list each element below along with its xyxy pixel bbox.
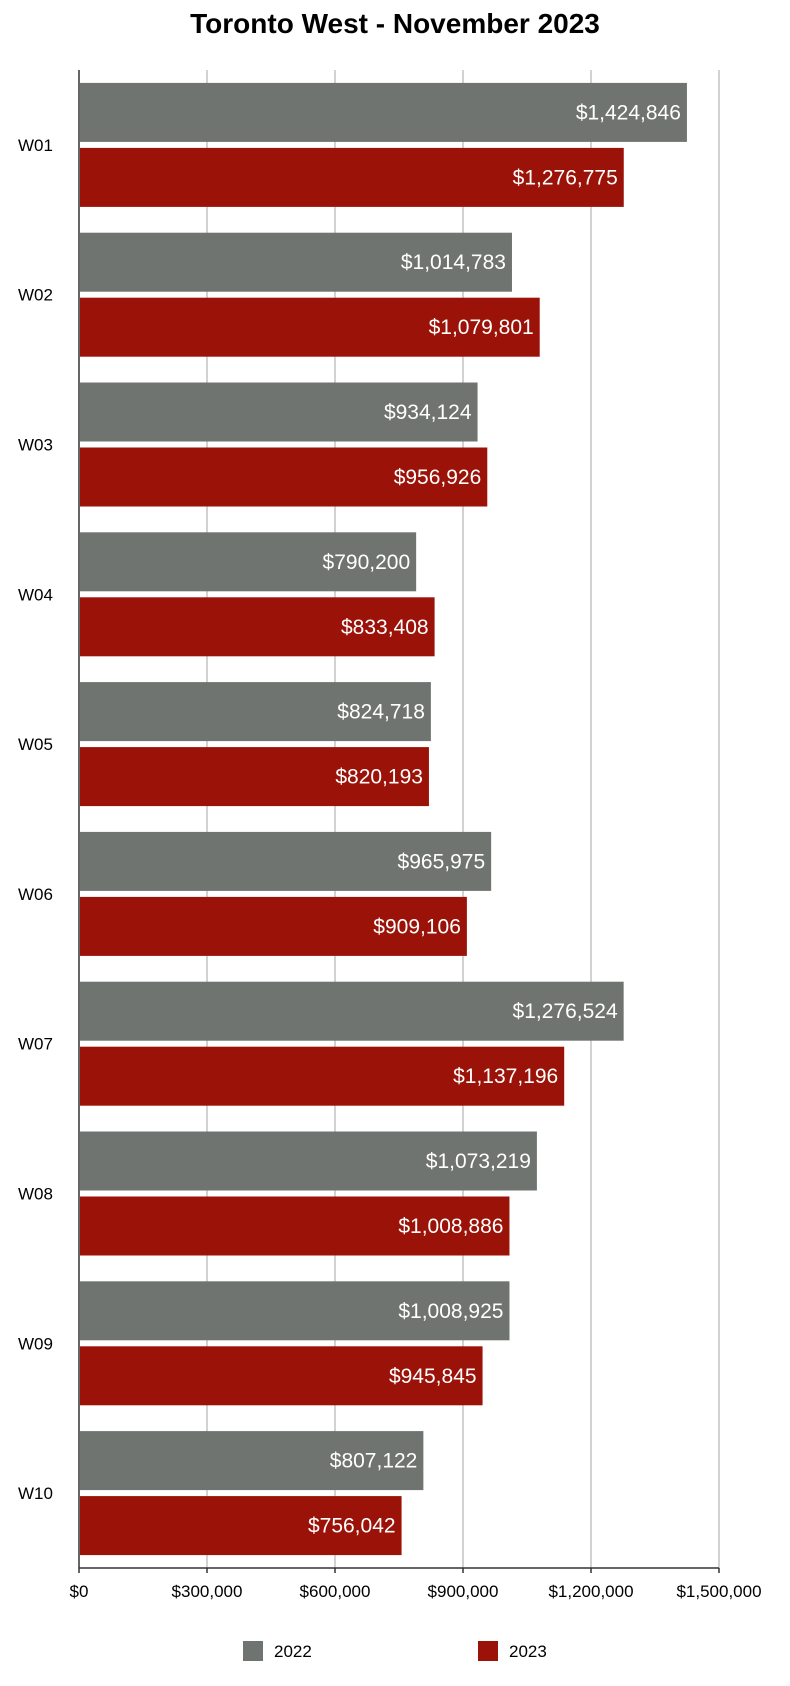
- data-label: $1,014,783: [401, 251, 506, 274]
- category-label: W07: [18, 1035, 53, 1054]
- data-label: $1,424,846: [576, 101, 681, 124]
- bar-2022-W03: [80, 382, 478, 442]
- bar-2022-W04: [80, 532, 417, 592]
- data-label: $909,106: [373, 915, 461, 938]
- bar-2022-W10: [80, 1431, 424, 1491]
- category-label: W01: [18, 136, 53, 155]
- x-tick-label: $1,500,000: [676, 1582, 761, 1601]
- bar-2022-W06: [80, 831, 492, 891]
- data-label: $1,276,775: [513, 166, 618, 189]
- data-label: $1,073,219: [426, 1150, 531, 1173]
- x-tick-label: $300,000: [172, 1582, 243, 1601]
- data-label: $824,718: [337, 701, 425, 724]
- category-label: W04: [18, 585, 53, 604]
- data-label: $820,193: [335, 766, 423, 789]
- bar-2023-W03: [80, 447, 488, 507]
- category-label: W05: [18, 735, 53, 754]
- category-label: W10: [18, 1484, 53, 1503]
- legend-label: 2022: [274, 1642, 312, 1661]
- bar-2023-W01: [80, 147, 624, 207]
- data-label: $1,079,801: [429, 316, 534, 339]
- x-tick-label: $0: [70, 1582, 89, 1601]
- bar-2023-W02: [80, 297, 540, 357]
- data-label: $1,008,925: [398, 1300, 503, 1323]
- legend-swatch-2023: [478, 1641, 498, 1661]
- bar-2023-W09: [80, 1346, 483, 1406]
- bar-2022-W05: [80, 682, 431, 742]
- bar-2023-W04: [80, 597, 435, 657]
- bar-2023-W08: [80, 1196, 510, 1256]
- category-label: W06: [18, 885, 53, 904]
- data-label: $833,408: [341, 616, 429, 639]
- bar-2023-W06: [80, 896, 467, 956]
- data-label: $945,845: [389, 1365, 477, 1388]
- bar-2023-W07: [80, 1046, 565, 1106]
- category-label: W08: [18, 1185, 53, 1204]
- data-label: $1,008,886: [398, 1215, 503, 1238]
- x-tick-label: $1,200,000: [548, 1582, 633, 1601]
- data-label: $1,276,524: [513, 1000, 618, 1023]
- bar-2022-W09: [80, 1281, 510, 1341]
- data-label: $807,122: [330, 1450, 418, 1473]
- bar-2023-W05: [80, 747, 429, 807]
- data-label: $956,926: [394, 466, 482, 489]
- data-label: $790,200: [323, 551, 411, 574]
- legend-swatch-2022: [243, 1641, 263, 1661]
- data-label: $756,042: [308, 1515, 396, 1538]
- category-label: W03: [18, 436, 53, 455]
- x-tick-label: $900,000: [428, 1582, 499, 1601]
- category-label: W09: [18, 1334, 53, 1353]
- bar-2022-W01: [80, 82, 687, 142]
- legend-label: 2023: [509, 1642, 547, 1661]
- data-label: $965,975: [398, 850, 486, 873]
- bar-2023-W10: [80, 1496, 402, 1556]
- bar-2022-W08: [80, 1131, 537, 1191]
- bar-2022-W07: [80, 981, 624, 1041]
- data-label: $934,124: [384, 401, 472, 424]
- x-tick-label: $600,000: [300, 1582, 371, 1601]
- data-label: $1,137,196: [453, 1065, 558, 1088]
- bar-2022-W02: [80, 232, 512, 292]
- category-label: W02: [18, 286, 53, 305]
- chart-title: Toronto West - November 2023: [190, 8, 600, 39]
